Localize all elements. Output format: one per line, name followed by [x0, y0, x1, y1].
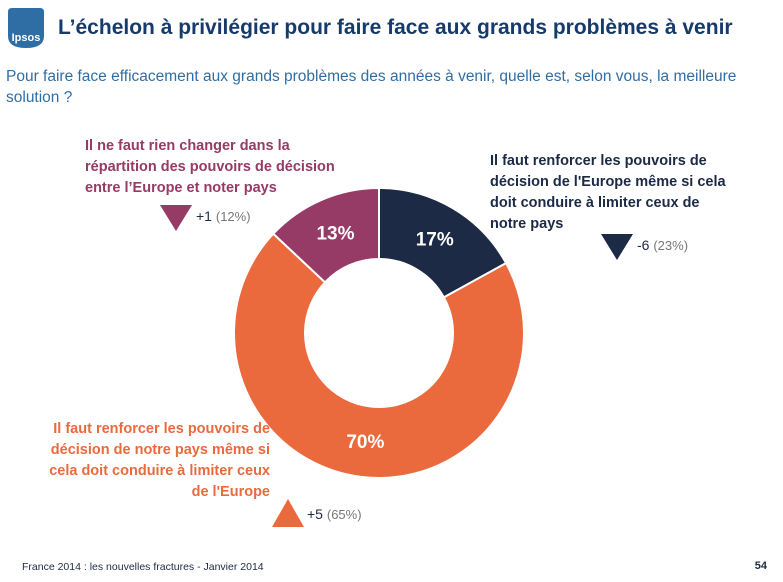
donut-slice: [271, 186, 380, 284]
survey-question: Pour faire face efficacement aux grands …: [6, 68, 737, 106]
label-europe-line: doit conduire à limiter ceux de: [490, 195, 700, 211]
label-national-line: décision de notre pays même si: [50, 442, 270, 458]
delta-europe: -6 (23%): [637, 237, 688, 253]
label-europe-line: Il faut renforcer les pouvoirs de: [490, 153, 707, 169]
label-national-line: Il faut renforcer les pouvoirs de: [53, 421, 270, 437]
label-europe-line: notre pays: [490, 216, 564, 232]
delta-unchanged: +1 (12%): [196, 208, 251, 224]
slice-value-label: 17%: [416, 230, 454, 251]
label-national-line: cela doit conduire à limiter ceux: [49, 463, 270, 479]
triangle-up-icon: [272, 499, 304, 527]
delta-national: +5 (65%): [307, 506, 362, 522]
donut-slice: [233, 232, 525, 479]
delta-change: +1: [196, 208, 212, 224]
slice-value-label: 70%: [346, 432, 384, 453]
label-unchanged: Il ne faut rien changer dans la répartit…: [85, 136, 365, 199]
logo-text: Ipsos: [12, 32, 41, 44]
triangle-down-icon: [601, 234, 633, 260]
label-national-line: de l'Europe: [191, 484, 270, 500]
triangle-down-icon: [160, 205, 192, 231]
label-national: Il faut renforcer les pouvoirs de décisi…: [25, 419, 270, 503]
footer-text: France 2014 : les nouvelles fractures - …: [22, 561, 264, 573]
delta-previous: (12%): [215, 209, 251, 224]
label-europe: Il faut renforcer les pouvoirs de décisi…: [490, 151, 750, 235]
label-unchanged-line: répartition des pouvoirs de décision: [85, 159, 335, 175]
label-unchanged-line: entre l’Europe et noter pays: [85, 180, 277, 196]
page-title: L’échelon à privilégier pour faire face …: [58, 16, 733, 39]
delta-previous: (65%): [326, 507, 362, 522]
label-europe-line: décision de l'Europe même si cela: [490, 174, 726, 190]
delta-change: +5: [307, 506, 323, 522]
label-unchanged-line: Il ne faut rien changer dans la: [85, 138, 290, 154]
delta-change: -6: [637, 237, 650, 253]
ipsos-logo: Ipsos: [8, 8, 44, 48]
page-number: 54: [754, 560, 767, 572]
slice-value-label: 13%: [316, 224, 354, 245]
delta-previous: (23%): [653, 238, 689, 253]
